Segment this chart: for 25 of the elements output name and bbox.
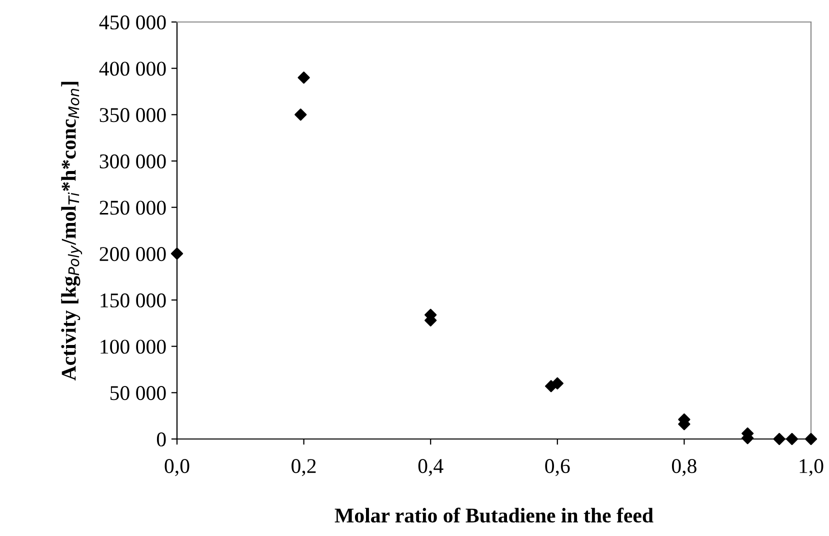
- point: [804, 432, 818, 446]
- y-tick-label: 50 000: [110, 386, 166, 400]
- y-axis-title: Activity [kg$_{Poly}$/mol$_{Ti}$*h*conc$_{Mon}$]: [61, 82, 82, 381]
- x-tick-label: 0,8: [672, 459, 696, 476]
- y-tick-label: 400 000: [99, 62, 166, 76]
- y-tick-label: 450 000: [99, 15, 166, 30]
- x-tick-label: 1,0: [800, 459, 824, 476]
- point: [294, 108, 307, 121]
- x-tick-label: 0,4: [418, 459, 444, 476]
- y-tick-label: 200 000: [100, 247, 166, 262]
- x-tick-label: 0,2: [292, 459, 316, 476]
- point: [773, 432, 786, 446]
- point: [298, 72, 310, 84]
- y-tick-label: 100 000: [100, 340, 166, 354]
- x-tick-label: 0,6: [545, 459, 570, 476]
- point: [170, 248, 184, 260]
- point: [551, 377, 564, 390]
- y-tick-label: 0: [156, 432, 166, 446]
- y-tick-label: 150 000: [100, 293, 166, 308]
- y-tick-label: 300 000: [100, 154, 166, 168]
- x-tick-label: 0,0: [164, 459, 190, 476]
- point: [786, 432, 798, 446]
- y-tick-label: 250 000: [100, 200, 166, 215]
- y-tick-label: 350 000: [100, 108, 166, 122]
- x-axis-title: Molar ratio of Butadiene in the feed: [334, 508, 654, 523]
